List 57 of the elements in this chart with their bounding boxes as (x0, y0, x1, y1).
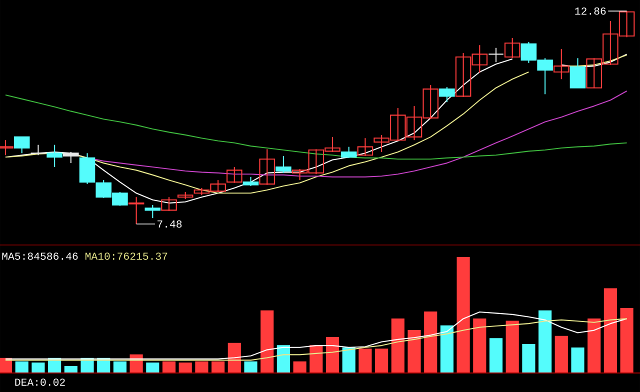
candlestick (242, 176, 259, 187)
bar (473, 318, 486, 373)
candlestick (504, 37, 520, 59)
bar (391, 318, 404, 373)
candlestick (357, 138, 374, 156)
candlestick (226, 166, 242, 184)
bar (15, 361, 28, 373)
candlestick (144, 204, 161, 219)
bar (408, 330, 421, 373)
bar (538, 310, 552, 373)
annotation: 12.86 (575, 7, 606, 15)
text: DEA:0.02 (15, 378, 65, 386)
text: MA5:84586.46 (2, 252, 78, 260)
candlestick (570, 58, 586, 88)
bar (178, 362, 192, 373)
bar (228, 342, 241, 373)
bar (375, 348, 388, 373)
candlestick (554, 48, 570, 80)
bar (588, 318, 601, 373)
bar (506, 320, 519, 373)
bar (326, 337, 340, 373)
annotation: 7.48 (158, 220, 182, 228)
bar (571, 347, 584, 373)
bar (604, 288, 617, 373)
bar (113, 361, 126, 373)
bar (260, 310, 274, 373)
bar (64, 366, 78, 373)
bar (32, 362, 45, 373)
candlestick (14, 136, 30, 154)
candlestick (439, 86, 455, 103)
bar (244, 361, 258, 373)
bar (424, 311, 438, 373)
bar (276, 345, 290, 373)
candlestick (340, 146, 357, 158)
candlestick (259, 148, 275, 186)
candlestick (63, 151, 79, 164)
text: MA10:76215.37 (85, 252, 168, 260)
candlestick (276, 155, 292, 174)
bar (195, 361, 208, 373)
bar (358, 348, 372, 373)
bar (212, 361, 225, 373)
bar (162, 361, 176, 373)
candlestick (488, 47, 504, 63)
bar (554, 336, 568, 373)
candlestick (30, 144, 46, 156)
bar (456, 256, 470, 373)
candlestick (46, 144, 62, 168)
bar (522, 344, 536, 373)
bar (293, 361, 306, 373)
bar (440, 325, 454, 373)
bar (342, 347, 356, 373)
bar (620, 308, 634, 373)
candlestick (128, 196, 144, 225)
candlestick (161, 196, 177, 212)
bar (146, 362, 160, 373)
bar (310, 345, 323, 373)
bar (489, 338, 503, 373)
